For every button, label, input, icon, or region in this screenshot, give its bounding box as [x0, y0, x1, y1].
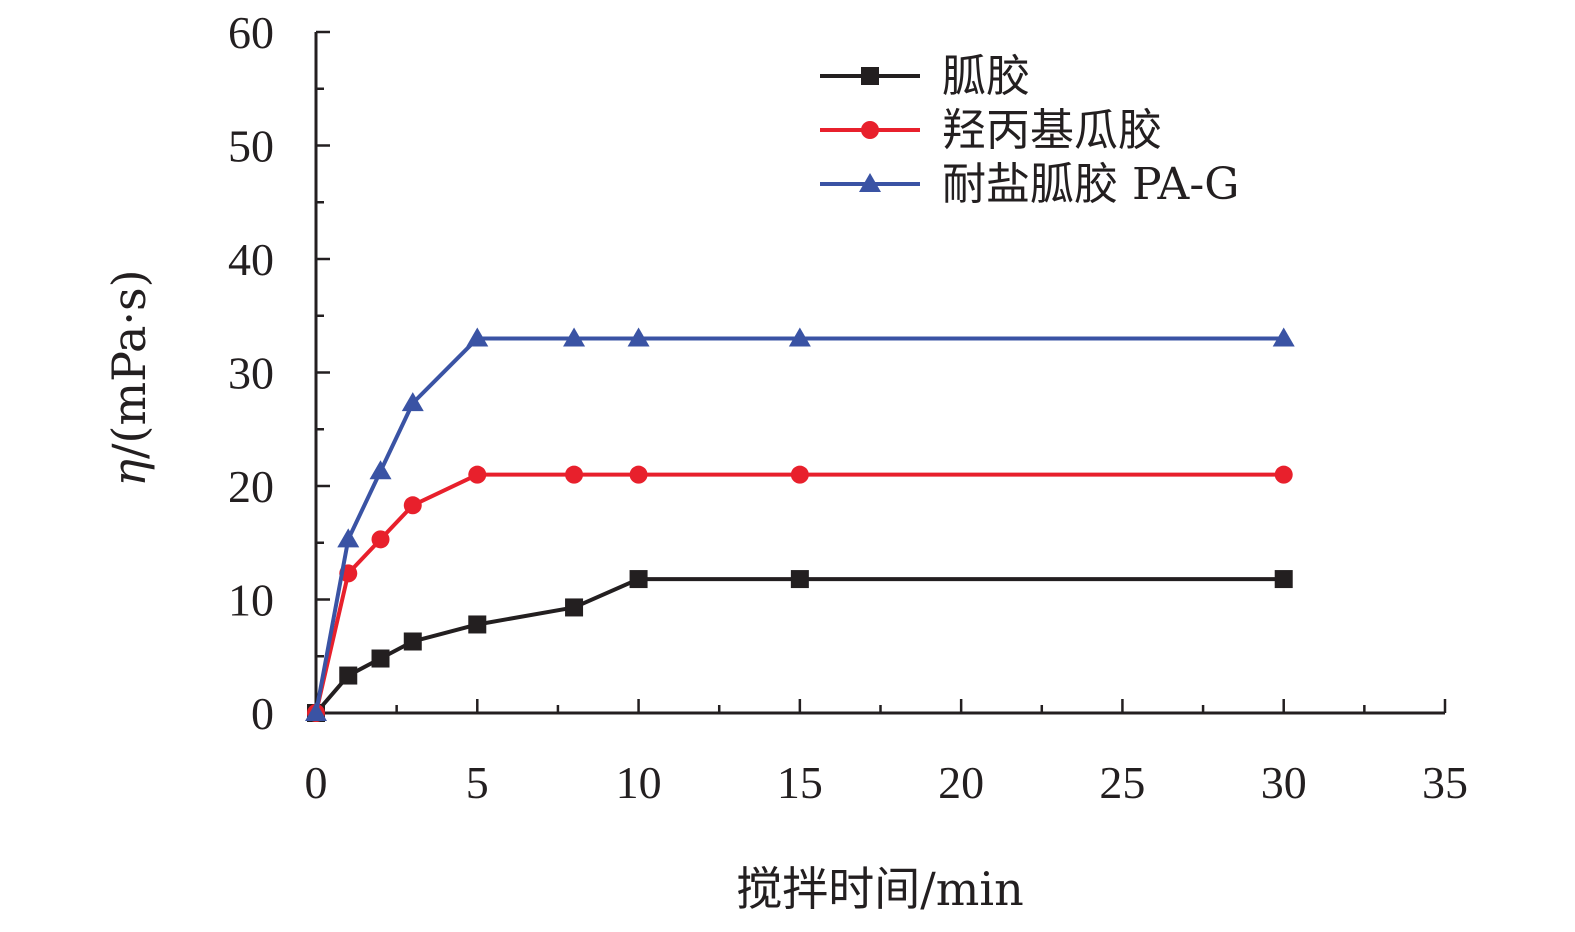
- y-tick-label: 60: [228, 7, 274, 58]
- data-point: [790, 465, 809, 484]
- series-line: [314, 577, 1284, 715]
- x-tick-label: 5: [466, 757, 489, 808]
- series-layer: [305, 327, 1295, 722]
- data-point: [565, 465, 584, 484]
- x-axis-label: 搅拌时间/min: [736, 862, 1023, 916]
- y-tick-label: 10: [228, 575, 274, 626]
- x-tick-label: 0: [305, 757, 328, 808]
- legend-marker: [861, 121, 879, 139]
- axes: 0 5 10 15 20 25 30 35 0 10 20 30 40 50 60: [228, 7, 1468, 808]
- y-tick-label: 40: [228, 234, 274, 285]
- legend-marker: [859, 173, 881, 192]
- x-tick-label: 20: [938, 757, 984, 808]
- data-point: [1272, 327, 1295, 347]
- data-point: [627, 327, 650, 347]
- data-point: [403, 632, 422, 651]
- y-tick-label: 50: [228, 121, 274, 172]
- data-point: [305, 702, 327, 721]
- data-point: [371, 530, 390, 549]
- data-point: [468, 465, 487, 484]
- x-tick-label: 35: [1422, 757, 1468, 808]
- y-axis-label: η/(mPa·s): [102, 269, 156, 486]
- legend-entry-3: 耐盐胍胶 PA-G: [820, 159, 1239, 210]
- data-point: [369, 460, 392, 480]
- data-point: [337, 528, 360, 548]
- legend-label: 胍胶: [942, 51, 1030, 102]
- data-point: [788, 327, 811, 347]
- legend-entry-2: 羟丙基瓜胶: [820, 105, 1162, 156]
- series-line: [314, 472, 1284, 714]
- data-point: [790, 570, 809, 589]
- data-point: [466, 327, 489, 347]
- data-point: [565, 598, 584, 617]
- series-line: [314, 336, 1284, 714]
- y-tick-label: 20: [228, 461, 274, 512]
- data-point: [629, 465, 648, 484]
- x-tick-label: 10: [616, 757, 662, 808]
- series-2: [307, 465, 1293, 722]
- series-3: [305, 327, 1295, 721]
- data-point: [1274, 570, 1293, 589]
- data-point: [403, 496, 422, 515]
- data-point: [339, 666, 358, 685]
- y-axis-unit: /(mPa·s): [102, 269, 156, 459]
- y-tick-label: 0: [251, 688, 274, 739]
- data-point: [629, 570, 648, 589]
- data-point: [563, 327, 586, 347]
- data-point: [1274, 465, 1293, 484]
- data-point: [468, 615, 487, 634]
- legend-label: 羟丙基瓜胶: [942, 105, 1162, 156]
- data-point: [401, 392, 424, 412]
- y-axis-symbol: η: [102, 459, 156, 487]
- y-tick-label: 30: [228, 348, 274, 399]
- legend-entry-1: 胍胶: [820, 51, 1030, 102]
- x-tick-label: 15: [777, 757, 823, 808]
- x-tick-label: 25: [1099, 757, 1145, 808]
- legend-label: 耐盐胍胶 PA-G: [942, 159, 1239, 210]
- legend-marker: [861, 67, 879, 85]
- x-tick-label: 30: [1261, 757, 1307, 808]
- data-point: [371, 649, 390, 668]
